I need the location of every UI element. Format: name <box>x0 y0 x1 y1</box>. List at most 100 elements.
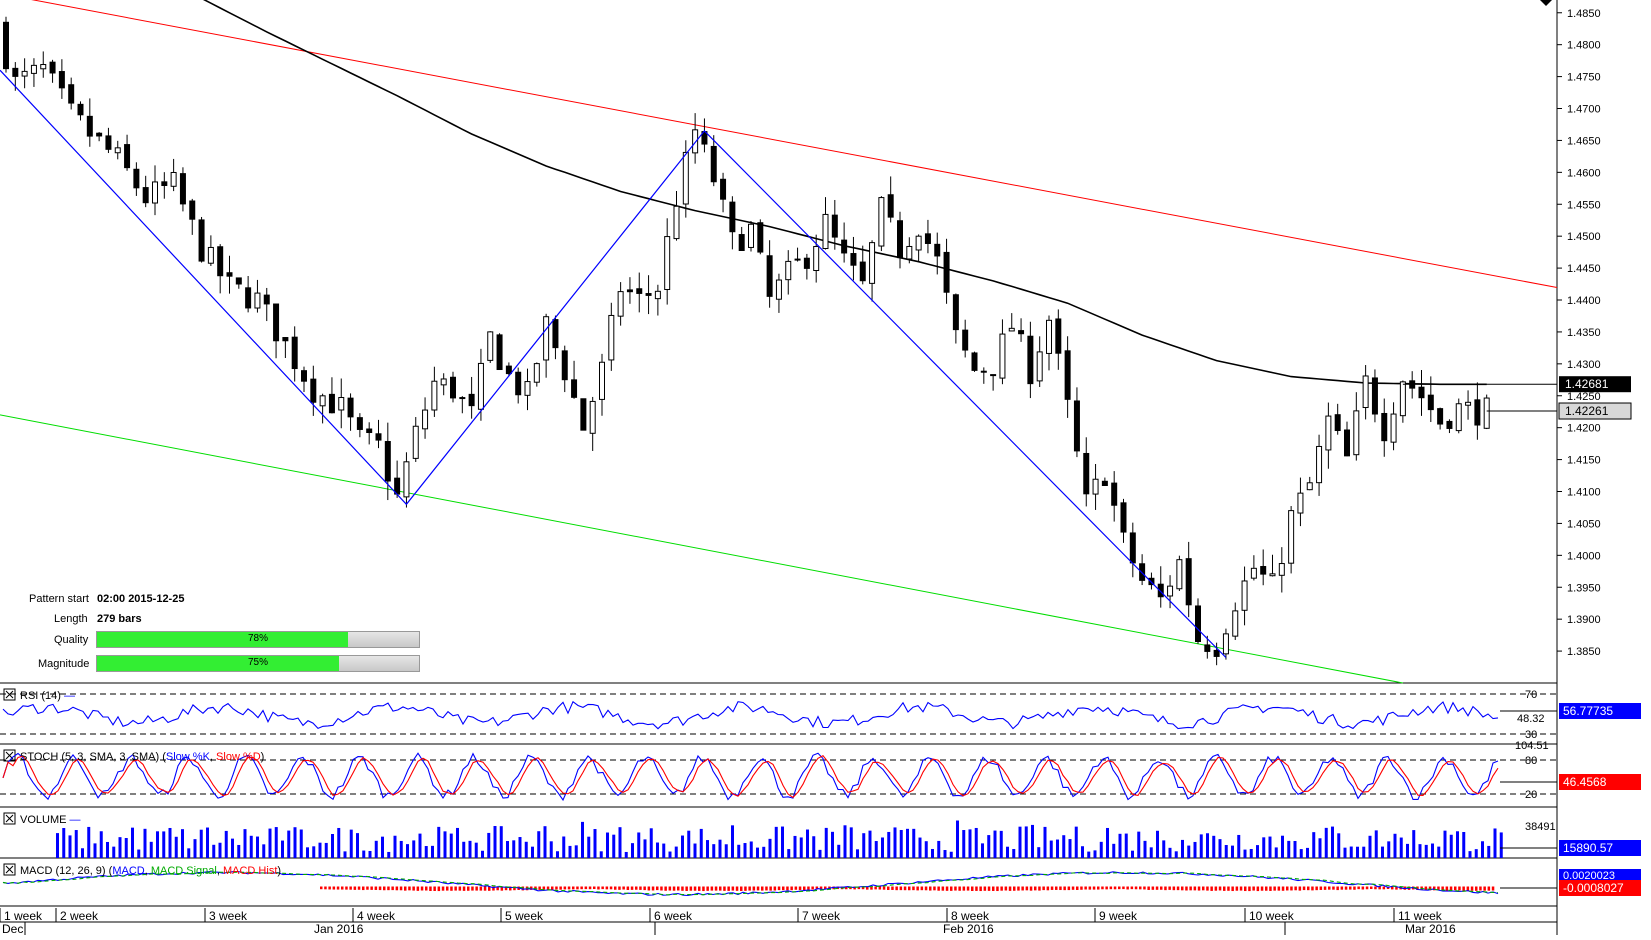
macd-hist-bar <box>723 886 726 891</box>
macd-hist-bar <box>1470 886 1474 891</box>
macd-hist-bar <box>1046 886 1050 891</box>
macd-hist-bar <box>924 886 928 891</box>
volume-bar <box>493 826 497 858</box>
quality-label: Quality <box>54 634 89 646</box>
macd-hist-bar <box>786 886 789 891</box>
volume-bar <box>1474 849 1478 858</box>
moving-average-line <box>202 0 1487 386</box>
volume-bar <box>1499 832 1503 858</box>
week-label: 8 week <box>951 909 990 923</box>
volume-bar <box>674 846 678 858</box>
macd-hist-bar <box>479 886 483 891</box>
volume-bar <box>256 836 259 858</box>
macd-hist-bar <box>1050 886 1054 890</box>
macd-hist-bar <box>870 886 873 890</box>
volume-bar <box>599 851 603 858</box>
volume-bar <box>174 836 178 858</box>
macd-hist-bar <box>693 886 697 891</box>
volume-bar <box>649 828 653 858</box>
volume-bar <box>1006 846 1009 858</box>
macd-hist-bar <box>962 886 966 891</box>
candle-body <box>179 173 186 205</box>
macd-hist-bar <box>1449 886 1453 891</box>
volume-bar <box>931 848 934 858</box>
macd-hist-bar <box>668 886 672 891</box>
macd-hist-bar <box>496 886 499 891</box>
volume-bar <box>568 845 572 858</box>
candle-body <box>1362 375 1369 409</box>
volume-bar <box>499 826 503 858</box>
macd-hist-bar <box>559 886 562 890</box>
macd-hist-bar <box>1017 886 1020 891</box>
volume-bar <box>1174 851 1178 858</box>
volume-bar <box>1106 827 1109 858</box>
candle-body <box>831 214 838 238</box>
candle-body <box>412 425 419 459</box>
volume-bar <box>1093 850 1097 858</box>
volume-bar <box>406 844 409 858</box>
week-label: 10 week <box>1249 909 1295 923</box>
macd-hist-bar <box>1109 886 1113 890</box>
macd-hist-bar <box>677 886 680 891</box>
candle-body <box>96 132 103 137</box>
candle-body <box>1483 397 1490 429</box>
volume-bar <box>1199 834 1203 858</box>
macd-hist-bar <box>941 886 945 891</box>
volume-bar <box>362 850 366 858</box>
macd-hist-bar <box>702 886 705 892</box>
candle-body <box>263 294 270 305</box>
candle-body <box>1437 408 1444 425</box>
macd-hist-bar <box>1265 886 1268 891</box>
volume-bar <box>87 826 91 858</box>
macd-hist-bar <box>1025 886 1029 891</box>
volume-bar <box>1137 831 1141 858</box>
volume-bar <box>906 828 909 858</box>
macd-hist-bar <box>357 886 361 890</box>
macd-hist-bar <box>891 886 894 890</box>
macd-hist-bar <box>1483 886 1486 891</box>
volume-panel: 38491 15890.57 VOLUME — <box>0 812 1641 859</box>
volume-bar <box>1431 843 1434 858</box>
volume-bar <box>962 830 966 858</box>
macd-hist-bar <box>626 886 630 890</box>
panel-title: RSI (14) — <box>20 690 75 702</box>
week-label: 11 week <box>1398 909 1443 923</box>
volume-bar <box>449 833 453 858</box>
candle-body <box>1390 413 1397 443</box>
volume-bar <box>206 827 209 858</box>
candle-body <box>599 361 605 400</box>
macd-hist-bar <box>425 886 428 891</box>
candle-body <box>328 393 335 414</box>
candle-body <box>645 293 652 296</box>
volume-bar <box>787 849 791 858</box>
price-tick-label: 1.4800 <box>1567 40 1601 52</box>
macd-hist-bar <box>353 886 357 890</box>
candle-body <box>450 376 456 399</box>
candle-body <box>617 291 624 317</box>
volume-bar <box>1112 843 1116 858</box>
price-tick-label: 1.4750 <box>1567 72 1601 84</box>
volume-bar <box>187 848 191 858</box>
macd-hist-bar <box>1357 886 1360 890</box>
volume-bar <box>1343 847 1347 858</box>
macd-hist-bar <box>1004 886 1008 891</box>
macd-hist-bar <box>483 886 487 891</box>
volume-bar <box>137 849 141 858</box>
candlesticks <box>3 16 1490 666</box>
macd-hist-bar <box>895 886 898 891</box>
volume-bar <box>162 831 166 858</box>
candle-body <box>1325 415 1332 451</box>
macd-hist-bar <box>1244 886 1247 892</box>
candle-body <box>142 187 149 204</box>
macd-hist-bar <box>685 886 688 891</box>
macd-hist-bar <box>1084 886 1087 890</box>
macd-hist-bar <box>609 886 613 890</box>
candle-body <box>226 272 233 277</box>
volume-bar <box>249 835 253 858</box>
candle-body <box>757 222 764 253</box>
volume-bar <box>693 843 697 858</box>
volume-bar <box>1449 834 1453 858</box>
macd-hist-bar <box>1210 886 1213 891</box>
macd-hist-bar <box>1227 886 1230 891</box>
volume-bar <box>743 843 747 858</box>
